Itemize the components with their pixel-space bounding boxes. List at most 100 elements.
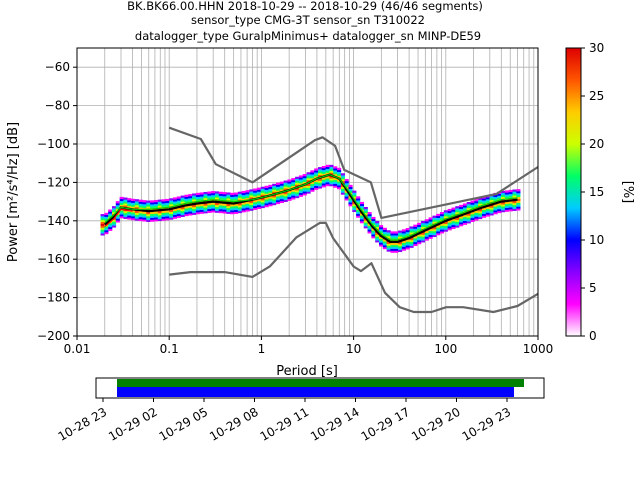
heatmap-cell (501, 202, 506, 205)
heatmap-cell (352, 205, 357, 209)
heatmap-cell (344, 180, 349, 184)
heatmap-cell (413, 238, 418, 241)
heatmap-cell (142, 211, 147, 214)
heatmap-cell (264, 187, 269, 190)
heatmap-cell (253, 200, 258, 203)
heatmap-cell (123, 203, 128, 206)
heatmap-cell (249, 204, 254, 207)
heatmap-cell (173, 210, 178, 214)
heatmap-cell (108, 209, 113, 212)
heatmap-cell (504, 201, 509, 205)
heatmap-cell (245, 205, 250, 208)
heatmap-cell (443, 229, 448, 232)
heatmap-cell (157, 213, 162, 216)
heatmap-cell (409, 226, 414, 229)
heatmap-cell (497, 208, 502, 212)
heatmap-cell (192, 208, 197, 212)
heatmap-cell (443, 216, 448, 219)
heatmap-cell (295, 188, 300, 191)
heatmap-cell (249, 197, 254, 200)
heatmap-cell (192, 210, 197, 213)
chart-title-line-2: sensor_type CMG-3T sensor_sn T310022 (191, 13, 425, 27)
heatmap-cell (131, 206, 136, 209)
heatmap-cell (138, 201, 143, 204)
heatmap-cell (153, 199, 159, 203)
heatmap-cell (348, 200, 353, 203)
heatmap-cell (253, 190, 258, 193)
heatmap-cell (447, 214, 452, 217)
heatmap-cell (283, 197, 288, 201)
heatmap-cell (333, 179, 338, 182)
heatmap-cell (325, 180, 330, 183)
heatmap-cell (146, 217, 151, 221)
heatmap-cell (226, 211, 231, 214)
heatmap-cell (321, 173, 326, 176)
heatmap-cell (436, 227, 441, 230)
heatmap-cell (382, 233, 387, 236)
heatmap-cell (481, 213, 487, 216)
heatmap-cell (398, 230, 403, 233)
heatmap-cell (276, 196, 281, 199)
heatmap-cell (222, 207, 227, 210)
heatmap-cell (493, 208, 498, 211)
heatmap-cell (249, 193, 254, 196)
heatmap-cell (417, 224, 422, 227)
heatmap-cell (310, 170, 315, 173)
heatmap-cell (398, 245, 403, 249)
heatmap-cell (150, 206, 155, 209)
heatmap-cell (298, 183, 304, 186)
heatmap-cell (394, 248, 399, 251)
heatmap-cell (504, 194, 509, 197)
heatmap-cell (127, 215, 132, 218)
heatmap-cell (413, 230, 418, 233)
timeline-tick-label: 10-28 23 (56, 405, 110, 444)
heatmap-cell (405, 233, 410, 237)
heatmap-cell (237, 195, 242, 198)
x-tick-label: 0.01 (64, 342, 91, 356)
heatmap-cell (462, 203, 468, 206)
heatmap-cell (272, 202, 277, 206)
heatmap-cell (207, 204, 212, 208)
y-axis-label: Power [m²/s⁴/Hz] [dB] (6, 122, 21, 262)
heatmap-cell (440, 231, 445, 234)
heatmap-cell (241, 198, 246, 201)
heatmap-cell (405, 245, 410, 248)
heatmap-cell (115, 218, 120, 221)
heatmap-cell (226, 198, 231, 201)
heatmap-cell (234, 209, 239, 212)
heatmap-cell (329, 170, 334, 173)
heatmap-cell (405, 241, 410, 244)
heatmap-cell (409, 230, 414, 233)
heatmap-cell (153, 203, 159, 207)
colorbar-tick-label: 30 (589, 41, 604, 55)
heatmap-cell (405, 231, 410, 235)
heatmap-cell (192, 206, 197, 210)
heatmap-cell (138, 213, 143, 216)
heatmap-cell (306, 179, 311, 183)
heatmap-cell (222, 194, 227, 197)
heatmap-cell (329, 180, 334, 183)
heatmap-cell (256, 193, 262, 196)
heatmap-cell (134, 204, 139, 208)
colorbar-gradient (565, 47, 582, 337)
heatmap-cell (214, 210, 220, 213)
heatmap-cell (516, 208, 521, 211)
heatmap-cell (165, 214, 170, 217)
heatmap-cell (264, 189, 269, 192)
heatmap-cell (432, 227, 437, 230)
heatmap-cell (234, 192, 239, 195)
heatmap-cell (161, 210, 166, 213)
heatmap-cell (176, 198, 181, 201)
heatmap-cell (424, 223, 429, 226)
heatmap-cell (173, 201, 178, 204)
heatmap-cell (150, 200, 155, 203)
heatmap-cell (188, 197, 193, 201)
heatmap-cell (314, 174, 319, 177)
heatmap-cell (218, 207, 223, 210)
heatmap-cell (230, 204, 235, 207)
heatmap-cell (508, 203, 513, 206)
heatmap-cell (474, 218, 479, 221)
heatmap-cell (264, 191, 269, 194)
heatmap-cell (310, 181, 315, 185)
